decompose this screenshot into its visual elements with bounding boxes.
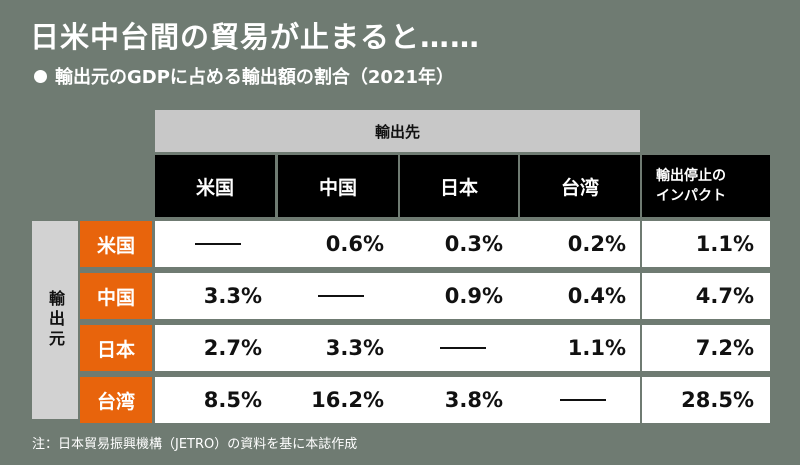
value-cell: 0.2%: [567, 232, 626, 256]
column-header-1: 中国: [278, 155, 398, 217]
no-value-dash: [560, 399, 606, 401]
impact-column-header: 輸出停止の インパクト: [642, 155, 770, 217]
row-header-3: 台湾: [80, 377, 152, 423]
table-row: [155, 377, 640, 423]
impact-row-bg: [642, 325, 770, 371]
impact-row-bg: [642, 377, 770, 423]
impact-row-bg: [642, 273, 770, 319]
value-cell: 3.3%: [325, 336, 384, 360]
chart-subtitle: 輸出元のGDPに占める輸出額の割合（2021年）: [34, 63, 454, 89]
impact-value: 28.5%: [681, 388, 754, 412]
value-cell: 2.7%: [203, 336, 262, 360]
value-cell: 1.1%: [567, 336, 626, 360]
value-cell: 0.3%: [444, 232, 503, 256]
no-value-dash: [440, 347, 486, 349]
column-header-0: 米国: [155, 155, 275, 217]
row-header-0: 米国: [80, 221, 152, 267]
impact-value: 4.7%: [695, 284, 754, 308]
chart-title: 日米中台間の貿易が止まると……: [30, 20, 481, 54]
impact-value: 7.2%: [695, 336, 754, 360]
impact-row-bg: [642, 221, 770, 267]
column-header-3: 台湾: [520, 155, 640, 217]
no-value-dash: [195, 243, 241, 245]
no-value-dash: [318, 295, 364, 297]
value-cell: 0.4%: [567, 284, 626, 308]
column-header-2: 日本: [400, 155, 518, 217]
value-cell: 0.9%: [444, 284, 503, 308]
value-cell: 0.6%: [325, 232, 384, 256]
table-row: [155, 325, 640, 371]
destination-group-header: 輸出先: [155, 110, 640, 152]
bullet-icon: [34, 70, 47, 83]
impact-value: 1.1%: [695, 232, 754, 256]
value-cell: 16.2%: [311, 388, 384, 412]
row-header-2: 日本: [80, 325, 152, 371]
exporter-group-label: 輸出元: [32, 221, 78, 419]
table-row: [155, 273, 640, 319]
value-cell: 8.5%: [203, 388, 262, 412]
row-header-1: 中国: [80, 273, 152, 319]
subtitle-text: 輸出元のGDPに占める輸出額の割合（2021年）: [55, 67, 455, 88]
source-note: 注：日本貿易振興機構（JETRO）の資料を基に本誌作成: [32, 437, 358, 452]
value-cell: 3.8%: [444, 388, 503, 412]
value-cell: 3.3%: [203, 284, 262, 308]
